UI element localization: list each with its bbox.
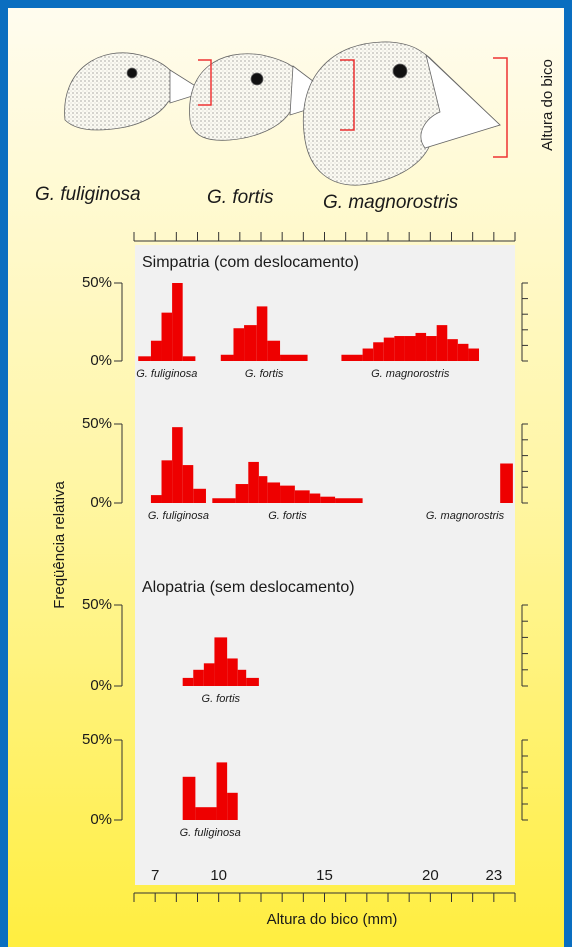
species-label: G. fortis	[268, 510, 307, 522]
species-label: G. fuliginosa	[180, 827, 241, 839]
bar	[415, 332, 427, 361]
bar	[383, 337, 395, 361]
bar	[182, 677, 194, 686]
bar	[335, 498, 363, 503]
bar	[182, 776, 196, 820]
bar	[457, 343, 469, 361]
bar	[161, 312, 173, 361]
bar	[447, 339, 458, 361]
bar	[212, 498, 236, 503]
y-tick-label: 0%	[90, 352, 112, 369]
y-tick-label: 50%	[82, 415, 112, 432]
bar	[220, 354, 234, 361]
panel-title: Simpatria (com deslocamento)	[142, 254, 359, 271]
bar	[235, 484, 249, 503]
y-tick-label: 0%	[90, 494, 112, 511]
bar	[404, 336, 416, 361]
species-label: G. magnorostris	[426, 510, 505, 522]
beak-label: Altura do bico	[539, 59, 556, 151]
bar	[227, 792, 238, 820]
species-label: G. fortis	[245, 368, 284, 380]
bar	[244, 325, 257, 361]
bar	[248, 461, 259, 503]
bar	[216, 762, 228, 820]
bar	[280, 485, 295, 503]
bar	[172, 283, 183, 361]
species-label: G. fuliginosa	[35, 184, 141, 205]
bar	[172, 427, 183, 503]
y-tick-label: 0%	[90, 677, 112, 694]
bar	[150, 340, 162, 361]
panel-title: Alopatria (sem deslocamento)	[142, 579, 355, 596]
bar	[182, 356, 196, 361]
bar	[193, 669, 204, 686]
bar	[258, 476, 268, 503]
bar	[309, 493, 321, 503]
bar	[195, 807, 217, 820]
species-label: G. fuliginosa	[148, 510, 209, 522]
x-tick-label: 7	[151, 867, 159, 884]
bar	[150, 495, 162, 503]
bar	[294, 490, 310, 503]
species-label: G. magnorostris	[371, 368, 450, 380]
bird-drawings	[64, 41, 501, 186]
bar	[280, 354, 308, 361]
bar	[394, 336, 405, 361]
bar	[267, 482, 281, 503]
y-tick-label: 50%	[82, 596, 112, 613]
bar	[436, 325, 448, 361]
bar	[182, 465, 194, 503]
bar	[373, 342, 384, 361]
bar	[256, 306, 268, 361]
species-label: G. magnorostris	[323, 192, 459, 213]
bar	[320, 496, 336, 503]
x-tick-label: 10	[210, 867, 227, 884]
y-tick-label: 50%	[82, 731, 112, 748]
bar	[161, 460, 173, 503]
bar	[138, 356, 151, 361]
y-axis-label: Freqüência relativa	[51, 481, 68, 609]
bar	[341, 354, 363, 361]
bar	[214, 637, 228, 686]
bar	[203, 663, 215, 686]
x-axis-label: Altura do bico (mm)	[267, 911, 398, 928]
bar	[193, 488, 206, 503]
bar	[233, 328, 245, 361]
bar	[227, 658, 238, 686]
y-tick-label: 0%	[90, 811, 112, 828]
bar	[267, 340, 281, 361]
bar	[237, 669, 247, 686]
species-label: G. fortis	[207, 187, 274, 208]
y-tick-label: 50%	[82, 274, 112, 291]
species-label: G. fortis	[202, 693, 241, 705]
bar	[426, 336, 437, 361]
species-label: G. fuliginosa	[136, 368, 197, 380]
x-tick-label: 15	[316, 867, 333, 884]
bar	[468, 348, 480, 361]
x-tick-label: 23	[485, 867, 502, 884]
bar	[246, 677, 259, 686]
beak-brackets	[198, 57, 508, 158]
x-tick-label: 20	[422, 867, 439, 884]
bar	[362, 348, 374, 361]
bar	[500, 463, 513, 503]
